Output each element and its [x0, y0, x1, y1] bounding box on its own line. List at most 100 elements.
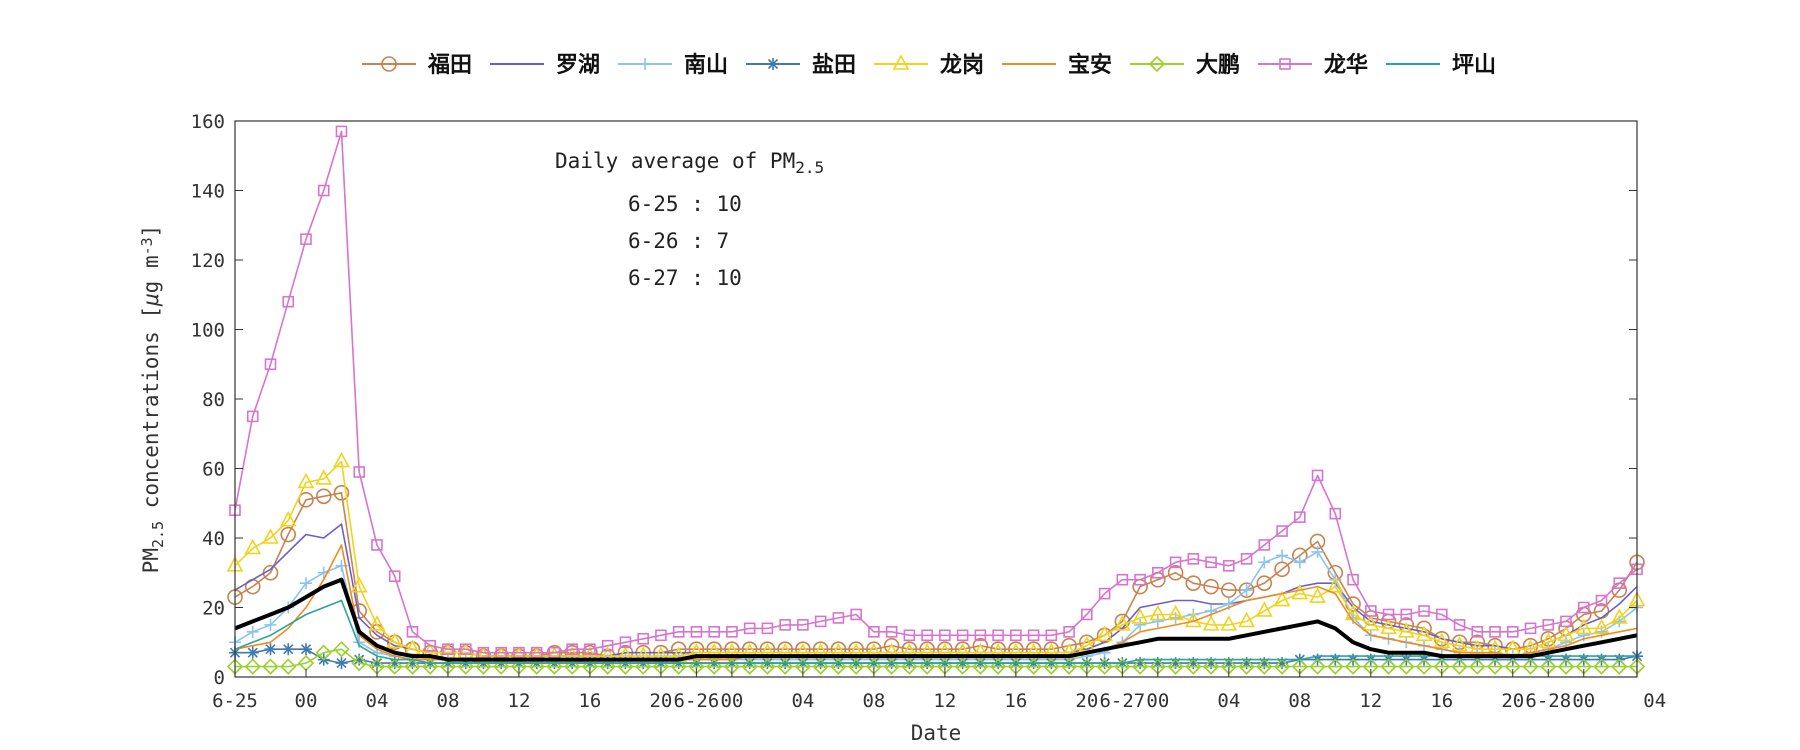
data-point: [1611, 658, 1628, 675]
data-point: [1152, 566, 1164, 579]
data-point: [1469, 658, 1486, 675]
data-point: [777, 658, 794, 675]
data-point: [280, 526, 297, 543]
y-tick-label: 120: [191, 250, 225, 272]
data-point: [1063, 626, 1075, 638]
data-point: [1240, 553, 1253, 565]
data-point: [299, 577, 312, 590]
data-point: [317, 184, 330, 197]
data-point: [850, 608, 862, 621]
x-tick-label: 12: [933, 690, 956, 712]
data-point: [1506, 626, 1519, 638]
data-point: [1329, 507, 1342, 520]
data-point: [1560, 615, 1572, 628]
data-point: [459, 643, 472, 656]
legend-label: 南山: [684, 53, 728, 78]
data-point: [972, 658, 989, 675]
data-point: [1539, 632, 1557, 649]
y-axis-title-mid: concentrations [: [139, 306, 163, 521]
data-point: [1522, 658, 1539, 675]
legend-item: 坪山: [1386, 53, 1496, 78]
data-point: [1311, 469, 1324, 482]
annotation-line: 6-26 : 7: [628, 229, 729, 253]
data-point: [1167, 658, 1184, 675]
data-point: [1238, 611, 1255, 628]
data-point: [1187, 657, 1200, 670]
data-point: [262, 658, 279, 675]
data-point: [246, 410, 259, 423]
data-point: [617, 658, 634, 675]
data-point: [1326, 576, 1344, 593]
y-tick-label: 100: [191, 320, 225, 342]
data-point: [333, 485, 350, 501]
data-point: [333, 641, 350, 658]
data-point: [637, 632, 649, 645]
x-tick-label: 00: [1572, 690, 1595, 712]
annotation-title: Daily average of PM2.5: [555, 149, 824, 177]
series-8: [234, 599, 1637, 664]
data-point: [475, 658, 492, 675]
data-point: [708, 626, 720, 638]
data-point: [1309, 658, 1326, 675]
data-point: [743, 622, 756, 635]
data-point: [759, 658, 776, 675]
y-tick-label: 80: [202, 389, 225, 411]
x-tick-label: 6-27: [1099, 690, 1145, 712]
data-point: [386, 658, 403, 675]
series-9: [234, 577, 1638, 662]
data-point: [670, 658, 687, 675]
legend-item: 大鹏: [1130, 52, 1240, 78]
data-point: [1151, 615, 1164, 628]
data-point: [1096, 625, 1113, 642]
data-point: [1060, 658, 1078, 675]
data-point: [1220, 615, 1238, 631]
data-point: [1327, 658, 1344, 675]
y-axis-title-mu: μ: [139, 293, 163, 307]
data-point: [1273, 590, 1291, 607]
data-point: [1185, 575, 1202, 591]
data-point: [1380, 618, 1397, 635]
data-point: [956, 629, 969, 642]
data-point: [406, 626, 419, 638]
data-point: [1134, 573, 1146, 586]
data-point: [584, 643, 596, 656]
x-tick-label: 00: [1146, 690, 1169, 712]
data-point: [1202, 615, 1220, 631]
data-point: [672, 626, 685, 638]
data-point: [546, 658, 563, 675]
data-point: [353, 653, 366, 666]
data-point: [1577, 601, 1590, 614]
data-point: [1116, 573, 1129, 586]
data-point: [1279, 58, 1291, 70]
data-point: [1205, 556, 1217, 569]
data-point: [1276, 525, 1288, 537]
x-tick-label: 16: [578, 690, 601, 712]
data-point: [1148, 55, 1166, 73]
data-point: [335, 125, 348, 138]
data-point: [1187, 553, 1200, 565]
data-point: [939, 629, 951, 642]
data-point: [299, 643, 312, 656]
data-point: [1364, 605, 1377, 617]
x-tick-label: 08: [862, 690, 885, 712]
data-point: [1575, 618, 1593, 635]
data-point: [1258, 539, 1271, 551]
data-point: [1451, 658, 1468, 675]
x-tick-label: 00: [720, 690, 743, 712]
data-point: [779, 619, 791, 631]
data-point: [1489, 626, 1501, 638]
data-point: [368, 615, 386, 631]
x-tick-label: 20: [649, 690, 672, 712]
data-point: [1131, 608, 1149, 624]
data-point: [885, 626, 898, 638]
legend-label: 盐田: [812, 53, 856, 78]
data-point: [566, 643, 578, 656]
data-point: [1274, 561, 1290, 578]
data-point: [1151, 657, 1164, 670]
data-point: [1524, 622, 1537, 635]
data-point: [601, 639, 614, 652]
data-point: [262, 528, 279, 544]
data-point: [381, 56, 397, 72]
series-6: [226, 641, 1646, 675]
x-tick-label: 20: [1501, 690, 1524, 712]
